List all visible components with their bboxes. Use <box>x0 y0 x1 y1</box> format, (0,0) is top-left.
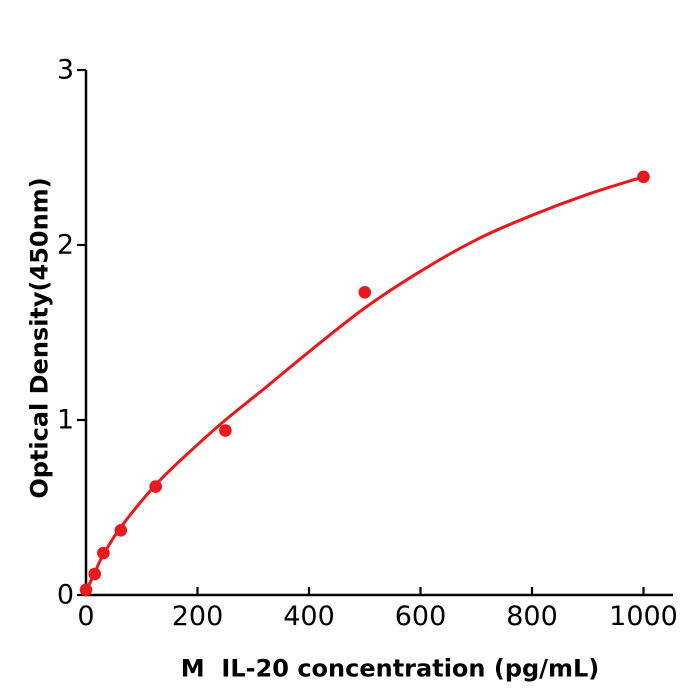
x-tick-label: 0 <box>77 601 95 632</box>
axes-spine <box>84 70 673 597</box>
x-tick-label: 200 <box>171 601 224 632</box>
data-point <box>88 567 101 581</box>
x-axis-title: M IL-20 concentration (pg/mL) <box>180 654 600 683</box>
data-point <box>219 424 232 437</box>
data-point <box>97 546 110 560</box>
fitted-curve <box>84 175 645 593</box>
y-tick-label: 2 <box>56 229 74 261</box>
y-axis-title: Optical Density(450nm) <box>25 177 54 499</box>
data-point <box>149 480 162 493</box>
data-point <box>79 583 93 597</box>
data-point <box>637 170 650 184</box>
x-tick-label: 600 <box>394 601 447 632</box>
y-tick-label: 1 <box>56 404 74 436</box>
data-point <box>358 286 372 299</box>
y-tick-label: 0 <box>56 579 74 611</box>
x-tick-label: 1000 <box>609 601 678 632</box>
x-tick-label: 800 <box>506 601 558 632</box>
y-tick-label: 3 <box>56 54 74 86</box>
data-point <box>114 524 128 537</box>
x-tick-label: 400 <box>283 601 335 632</box>
